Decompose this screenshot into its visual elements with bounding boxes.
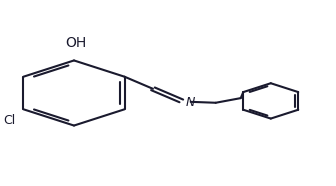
Text: Cl: Cl [3, 114, 15, 127]
Text: N: N [186, 96, 195, 109]
Text: OH: OH [65, 36, 86, 50]
